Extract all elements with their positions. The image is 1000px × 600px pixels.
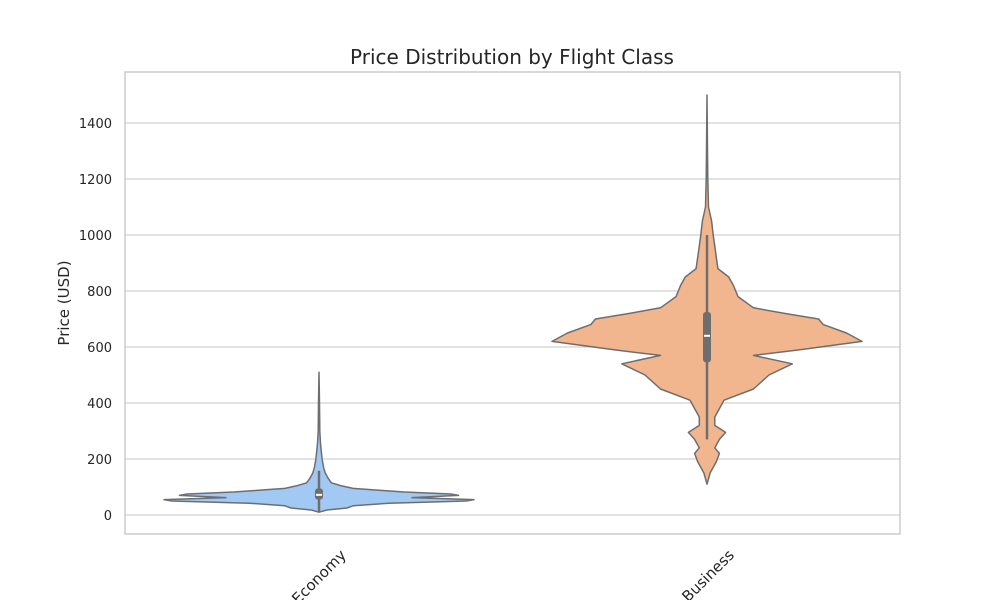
plot-area — [125, 72, 900, 534]
x-tick-label-business: Business — [678, 546, 738, 600]
y-tick-label: 0 — [104, 509, 112, 524]
y-tick-label: 600 — [87, 341, 112, 356]
y-tick-label: 1400 — [79, 117, 112, 132]
plot-frame — [124, 71, 901, 535]
y-tick-label: 1000 — [79, 229, 112, 244]
x-tick-label-economy: Economy — [288, 546, 350, 600]
y-tick-label: 800 — [87, 285, 112, 300]
y-axis-ticks: 0 200 400 600 800 1000 1200 1400 — [79, 117, 112, 524]
violins — [163, 94, 863, 513]
y-tick-label: 400 — [87, 397, 112, 412]
y-tick-label: 1200 — [79, 173, 112, 188]
grid — [125, 122, 900, 516]
iqr-box-business — [703, 312, 711, 363]
x-axis-ticks: Economy Business — [288, 546, 738, 600]
y-tick-label: 200 — [87, 453, 112, 468]
chart-title: Price Distribution by Flight Class — [350, 45, 674, 69]
y-axis-label: Price (USD) — [55, 260, 73, 345]
violin-economy — [163, 371, 475, 513]
